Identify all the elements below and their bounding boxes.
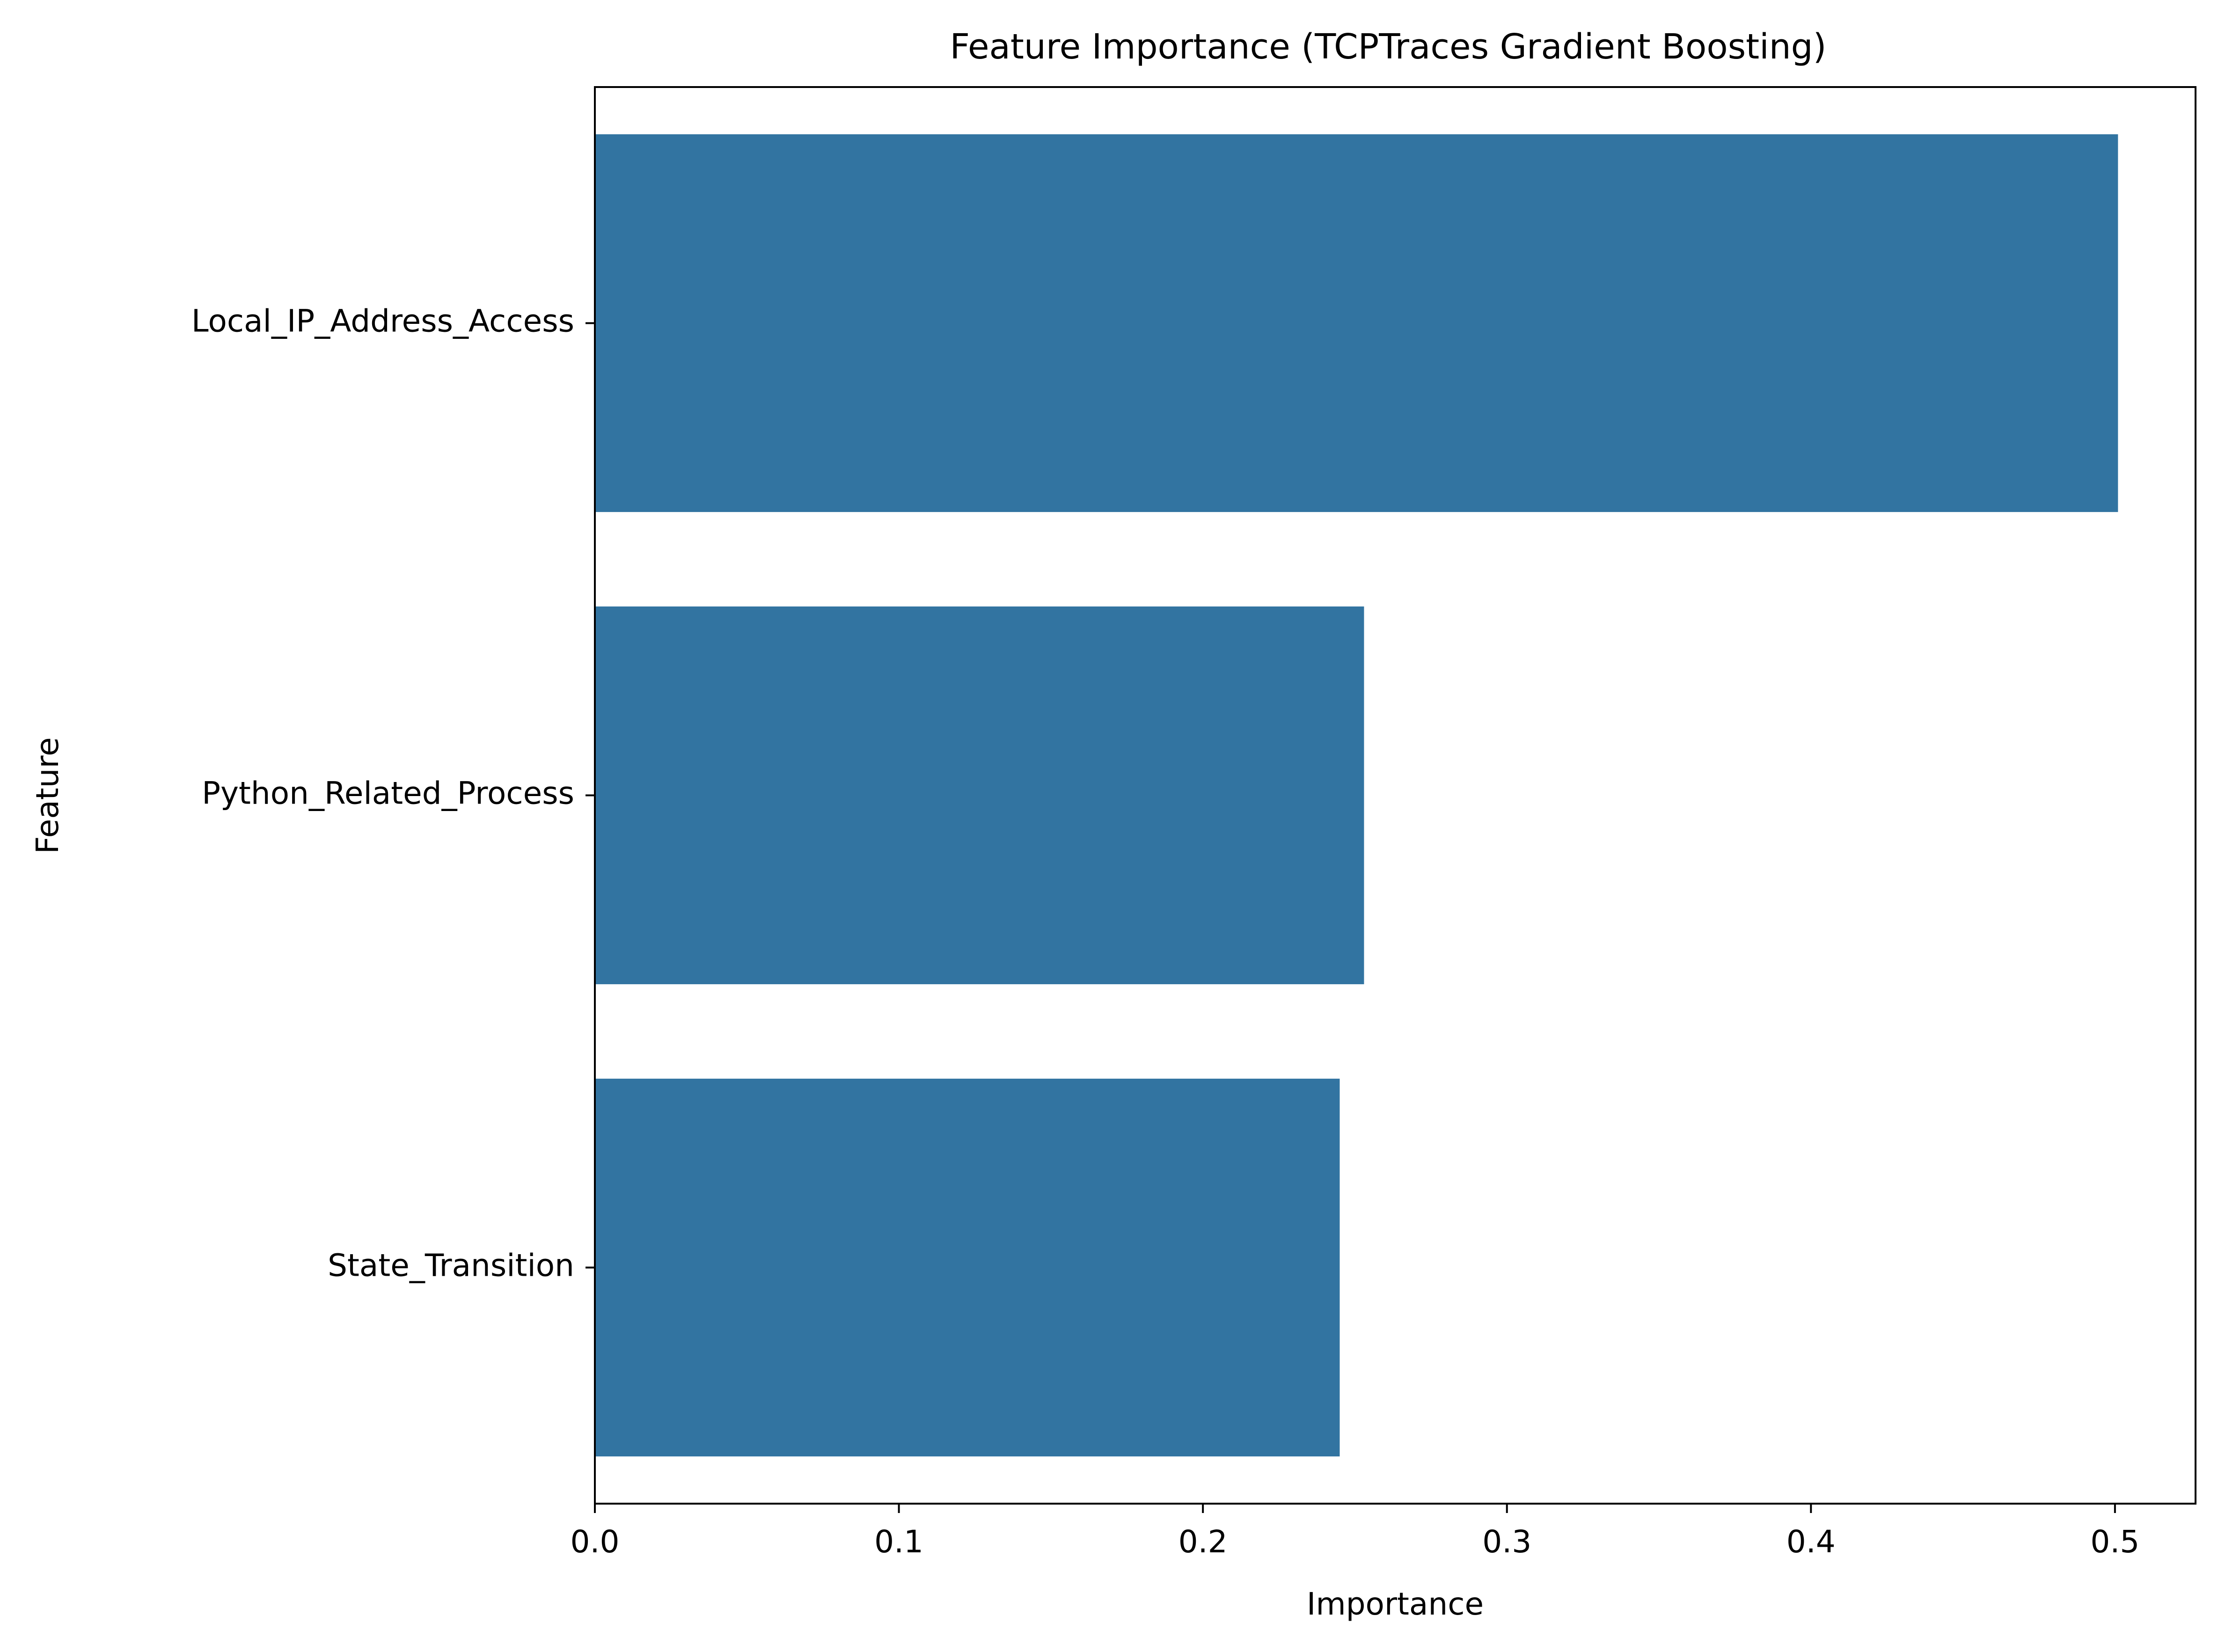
x-tick-label: 0.3 (1482, 1524, 1531, 1560)
bars-group (595, 134, 2118, 1457)
bar-state-transition (595, 1078, 1340, 1457)
x-tick-label: 0.4 (1786, 1524, 1836, 1560)
bar-python-related-process (595, 606, 1364, 985)
y-axis-ticks: Local_IP_Address_Access Python_Related_Pr… (191, 303, 595, 1284)
x-axis-ticks: 0.0 0.1 0.2 0.3 0.4 0.5 (571, 1504, 2139, 1560)
chart-title: Feature Importance (TCPTraces Gradient B… (950, 27, 1827, 67)
x-tick-label: 0.2 (1179, 1524, 1228, 1560)
x-tick-label: 0.1 (874, 1524, 923, 1560)
bar-local-ip-address-access (595, 134, 2118, 512)
x-tick-label: 0.5 (2090, 1524, 2139, 1560)
y-axis-label: Feature (29, 737, 66, 854)
y-tick-label: State_Transition (328, 1248, 574, 1284)
y-tick-label: Local_IP_Address_Access (191, 303, 574, 339)
y-tick-label: Python_Related_Process (202, 775, 574, 811)
x-axis-label: Importance (1307, 1586, 1484, 1622)
x-tick-label: 0.0 (571, 1524, 620, 1560)
